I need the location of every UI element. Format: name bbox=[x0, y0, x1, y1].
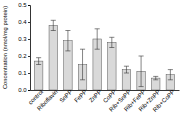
error-bar-line bbox=[95, 29, 100, 49]
y-tick-mark bbox=[28, 90, 30, 91]
error-bar-line bbox=[65, 31, 70, 51]
error-bar bbox=[95, 29, 100, 49]
error-bar-line bbox=[51, 20, 56, 30]
x-tick-label: SnPP bbox=[58, 89, 73, 104]
x-tick-label: FePP bbox=[73, 89, 88, 104]
plot: 0.0 0.1 0.2 0.3 0.4 0.5 controlRiboflavinSnPPF… bbox=[18, 2, 179, 112]
y-tick-mark bbox=[28, 39, 30, 40]
y-tick: 0.5 bbox=[18, 2, 30, 8]
y-tick-mark bbox=[28, 5, 30, 6]
y-tick-label: 0.3 bbox=[18, 36, 27, 42]
error-bar-line bbox=[153, 76, 158, 79]
bar bbox=[108, 42, 116, 90]
error-bar bbox=[153, 76, 158, 79]
y-tick-mark bbox=[28, 73, 30, 74]
y-tick-label: 0.0 bbox=[18, 87, 27, 93]
x-tick: Rib+CoPP bbox=[152, 89, 176, 113]
x-tick: FePP bbox=[73, 89, 88, 104]
x-tick-label: Rib+CoPP bbox=[152, 89, 176, 113]
bar bbox=[34, 61, 42, 90]
error-bar-line bbox=[168, 70, 173, 80]
error-bar bbox=[65, 31, 70, 51]
error-bar bbox=[51, 20, 56, 30]
error-bar bbox=[109, 37, 114, 47]
y-tick-label: 0.2 bbox=[18, 53, 27, 59]
y-tick: 0.3 bbox=[18, 36, 30, 42]
y-tick: 0.4 bbox=[18, 19, 30, 25]
x-tick-label: Riboflavin bbox=[36, 89, 59, 112]
error-bar-line bbox=[109, 37, 114, 47]
bar bbox=[49, 25, 57, 90]
error-bar-line bbox=[124, 66, 129, 73]
error-bar bbox=[124, 66, 129, 73]
error-bar bbox=[80, 49, 85, 80]
x-tick: Riboflavin bbox=[36, 89, 59, 112]
y-tick-label: 0.4 bbox=[18, 19, 27, 25]
y-tick-mark bbox=[28, 22, 30, 23]
y-axis: 0.0 0.1 0.2 0.3 0.4 0.5 bbox=[18, 2, 30, 93]
x-tick-label: ZnPP bbox=[88, 89, 103, 104]
y-tick: 0.0 bbox=[18, 87, 30, 93]
error-bar bbox=[139, 56, 144, 87]
error-bar bbox=[168, 70, 173, 80]
y-tick-label: 0.5 bbox=[18, 2, 27, 8]
y-tick-mark bbox=[28, 56, 30, 57]
chart: 0.0 0.1 0.2 0.3 0.4 0.5 controlRiboflavinSnPPF… bbox=[0, 0, 182, 127]
error-bar-line bbox=[36, 58, 41, 65]
y-tick: 0.1 bbox=[18, 70, 30, 76]
error-bar bbox=[36, 58, 41, 65]
marks bbox=[34, 20, 174, 90]
error-bar-line bbox=[139, 56, 144, 87]
y-axis-line bbox=[28, 6, 31, 91]
y-tick: 0.2 bbox=[18, 53, 30, 59]
x-tick: SnPP bbox=[58, 89, 73, 104]
x-axis: controlRiboflavinSnPPFePPZnPPCoPPRib+SnP… bbox=[27, 89, 179, 113]
error-bar-line bbox=[80, 49, 85, 80]
y-axis-title: Concentration (nmol/mg protein) bbox=[2, 6, 8, 89]
y-tick-label: 0.1 bbox=[18, 70, 27, 76]
x-tick: ZnPP bbox=[88, 89, 103, 104]
